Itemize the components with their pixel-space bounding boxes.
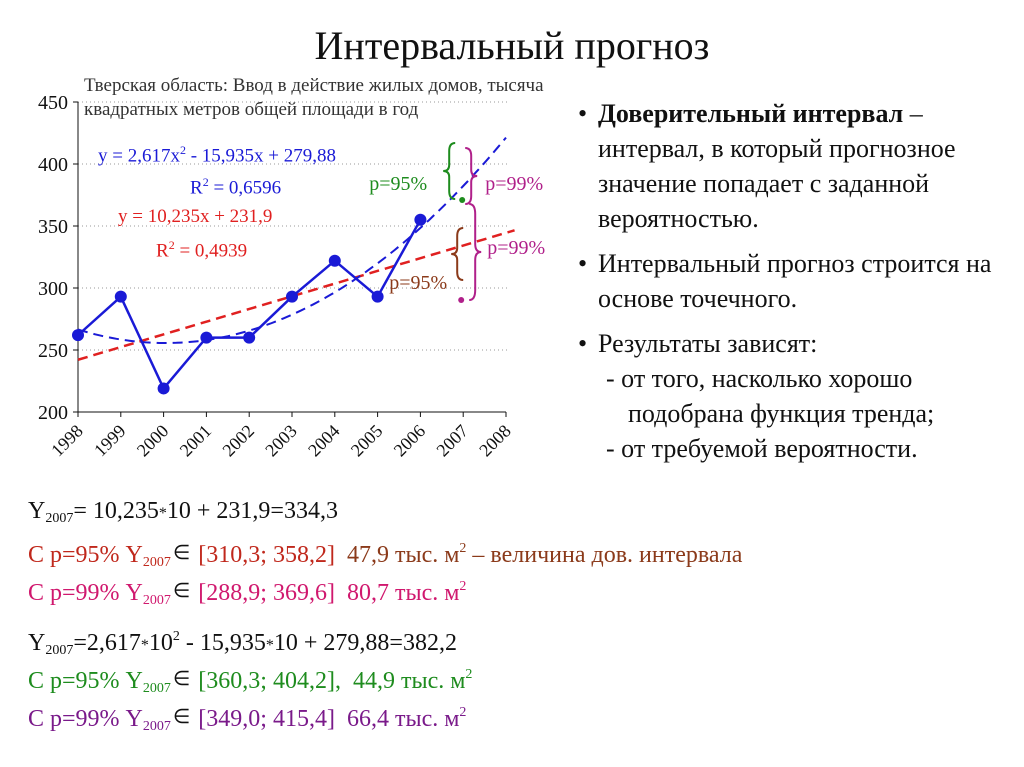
series-line bbox=[77, 219, 422, 391]
bullet-sub-trend: - от того, насколько хорошо bbox=[606, 364, 913, 393]
bullet-list: Доверительный интервал – интервал, в кот… bbox=[576, 96, 1016, 476]
y-tick-label: 300 bbox=[38, 278, 68, 300]
data-point bbox=[157, 382, 170, 395]
formula-linear-95: С р=95% Y2007 ∈ [310,3; 358,2] 47,9 тыс. … bbox=[28, 541, 743, 570]
formula-quadratic-99: С р=99% Y2007 ∈ [349,0; 415,4] 66,4 тыс. … bbox=[28, 705, 467, 734]
slide-title: Интервальный прогноз bbox=[314, 23, 710, 68]
x-tick-label: 2007 bbox=[432, 421, 472, 461]
label-brown-p95: p=95% bbox=[389, 272, 447, 294]
bracket-brown-p95 bbox=[451, 227, 464, 281]
label-purple-p99-bottom: p=99% bbox=[487, 237, 545, 259]
bracket-green-p95 bbox=[443, 142, 456, 200]
data-point bbox=[72, 329, 84, 342]
bullet-results-depend: Результаты зависят: - от того, насколько… bbox=[576, 326, 1016, 466]
bullet-confidence-interval: Доверительный интервал – интервал, в кот… bbox=[576, 96, 1016, 236]
formulas: Y2007= 10,235*10 + 231,9=334,3 С р=95% Y… bbox=[28, 492, 1018, 734]
y-tick-label: 200 bbox=[38, 402, 68, 424]
forecast-point-linear bbox=[458, 297, 465, 303]
label-green-p95: p=95% bbox=[369, 173, 427, 195]
x-tick-label: 1999 bbox=[90, 421, 130, 461]
quadratic-r2: R2 = 0,6596 bbox=[190, 175, 282, 199]
x-tick-label: 2003 bbox=[261, 421, 301, 461]
formula-quadratic-point: Y2007=2,617*102 - 15,935*10 + 279,88=382… bbox=[28, 629, 457, 658]
formula-linear-point: Y2007= 10,235*10 + 231,9=334,3 bbox=[28, 498, 338, 526]
data-point bbox=[371, 290, 384, 303]
bullet-sub-probability: - от требуемой вероятности. bbox=[606, 434, 918, 463]
quadratic-equation: y = 2,617x2 - 15,935x + 279,88 bbox=[98, 143, 337, 167]
formula-linear-99: С р=99% Y2007 ∈ [288,9; 369,6] 80,7 тыс. … bbox=[28, 579, 467, 608]
x-tick-label: 2005 bbox=[347, 421, 387, 461]
data-point bbox=[328, 254, 341, 267]
bracket-purple-p99-top bbox=[465, 147, 478, 205]
x-tick-label: 2004 bbox=[304, 421, 344, 461]
forecast-point-quadratic bbox=[459, 197, 466, 203]
quadratic-trendline bbox=[77, 136, 507, 344]
x-tick-label: 2002 bbox=[218, 421, 258, 461]
data-point bbox=[200, 331, 213, 344]
bullet-sub-trend-cont: подобрана функция тренда; bbox=[628, 399, 935, 428]
label-purple-p99-top: p=99% bbox=[485, 173, 543, 195]
bullet-interval-forecast: Интервальный прогноз строится на основе … bbox=[576, 246, 1016, 316]
data-point bbox=[243, 331, 256, 344]
data-point bbox=[414, 213, 427, 226]
bracket-purple-p99-bottom bbox=[469, 203, 482, 301]
y-tick-label: 450 bbox=[38, 92, 68, 114]
data-point bbox=[286, 290, 298, 303]
linear-equation: y = 10,235x + 231,9 bbox=[118, 206, 273, 227]
x-tick-label: 2008 bbox=[475, 421, 515, 461]
y-tick-label: 400 bbox=[38, 154, 68, 176]
y-tick-label: 350 bbox=[38, 216, 68, 238]
chart-title: Тверская область: Ввод в действие жилых … bbox=[84, 75, 544, 120]
x-tick-label: 1998 bbox=[47, 421, 87, 461]
x-tick-label: 2000 bbox=[133, 421, 173, 461]
linear-r2: R2 = 0,4939 bbox=[156, 238, 248, 262]
formula-quadratic-95: С р=95% Y2007 ∈ [360,3; 404,2], 44,9 тыс.… bbox=[28, 667, 473, 696]
x-tick-label: 2001 bbox=[176, 421, 216, 461]
data-point bbox=[114, 290, 127, 303]
x-tick-label: 2006 bbox=[390, 421, 430, 461]
y-tick-label: 250 bbox=[38, 340, 68, 362]
